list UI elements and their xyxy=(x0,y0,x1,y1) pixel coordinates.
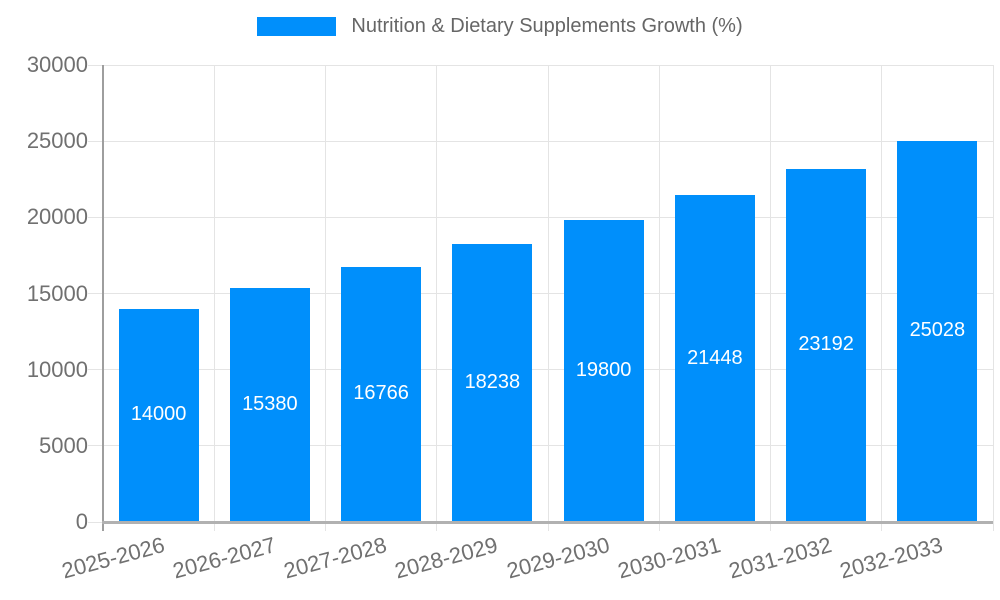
bar-value-label: 19800 xyxy=(575,359,632,382)
bar xyxy=(118,308,199,522)
bar xyxy=(897,140,978,522)
gridline-v xyxy=(547,65,549,531)
bar xyxy=(786,168,867,522)
x-axis-line xyxy=(102,521,993,524)
y-axis-tick xyxy=(88,369,103,371)
bar xyxy=(674,195,755,522)
bar xyxy=(341,266,422,522)
y-axis-label: 15000 xyxy=(26,280,88,306)
legend-item[interactable]: Nutrition & Dietary Supplements Growth (… xyxy=(257,14,743,38)
y-axis-label: 30000 xyxy=(26,52,88,77)
y-axis-label: 20000 xyxy=(26,204,88,230)
chart-legend: Nutrition & Dietary Supplements Growth (… xyxy=(0,14,1000,38)
gridline-v xyxy=(436,65,438,531)
y-axis-label: 25000 xyxy=(26,128,88,154)
gridline-v xyxy=(992,65,994,531)
y-axis-tick xyxy=(88,445,103,447)
bar-value-label: 21448 xyxy=(687,346,743,369)
bar-value-label: 14000 xyxy=(130,403,187,426)
bar xyxy=(452,244,533,522)
gridline-v xyxy=(325,65,326,531)
gridline-v xyxy=(881,65,883,531)
bar-value-label: 18238 xyxy=(464,371,521,394)
y-axis-label: 0 xyxy=(75,509,88,534)
legend-swatch xyxy=(257,16,337,36)
y-axis-tick xyxy=(88,521,103,523)
bar-value-label: 23192 xyxy=(798,333,854,356)
y-axis-tick xyxy=(88,64,103,66)
y-axis-label: 5000 xyxy=(39,432,88,458)
gridline-v xyxy=(213,65,215,531)
gridline-v xyxy=(658,65,660,531)
y-axis-line xyxy=(102,65,104,531)
gridline-v xyxy=(770,65,771,531)
y-axis-tick xyxy=(88,140,103,142)
legend-label: Nutrition & Dietary Supplements Growth (… xyxy=(351,15,743,37)
bar-value-label: 25028 xyxy=(909,319,966,342)
bar xyxy=(229,287,310,522)
y-axis-tick xyxy=(88,216,103,218)
bar-value-label: 15380 xyxy=(242,392,298,415)
y-axis-label: 10000 xyxy=(26,356,88,382)
bar-value-label: 16766 xyxy=(353,382,409,405)
y-axis-tick xyxy=(88,293,103,294)
bar xyxy=(563,220,644,522)
